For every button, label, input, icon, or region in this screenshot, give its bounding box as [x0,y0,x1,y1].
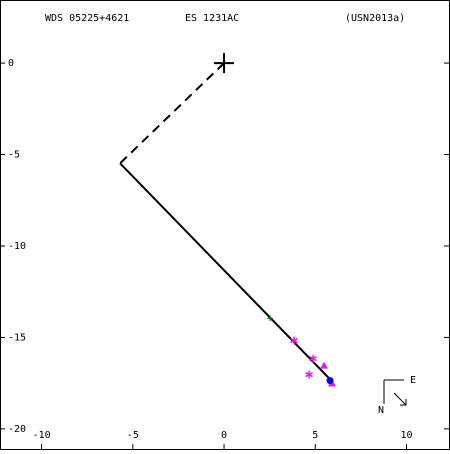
y-tick-label: -20 [8,424,26,435]
compass: E N [378,375,416,416]
x-tick-label: -10 [33,430,51,441]
x-tick-label: -5 [127,430,139,441]
point-dot [326,377,334,385]
point-asterisk [309,354,317,363]
x-tick-label: 5 [312,430,318,441]
dashed-segment [119,62,225,165]
compass-arrow-head [400,399,407,406]
y-tick-label: 0 [8,58,14,69]
point-big-plus [214,53,235,74]
shape [326,377,334,385]
point-asterisk [305,370,313,379]
point-plus [267,315,274,322]
orbit-line [119,162,333,383]
compass-e: E [410,375,416,386]
orbit-ref: (USN2013a) [345,13,405,24]
x-tick-label: 0 [221,430,227,441]
pair-id: ES 1231AC [185,13,239,24]
point-triangle [320,361,329,369]
y-tick-label: -10 [8,241,26,252]
compass-arrow [393,392,407,406]
star-id: WDS 05225+4621 [45,13,129,24]
y-tick-label: -15 [8,332,26,343]
point-asterisk [290,336,298,345]
stroke [309,356,317,362]
stroke [290,337,298,344]
y-tick-label: -5 [8,150,20,161]
x-tick-label: 10 [400,430,412,441]
stroke [305,371,313,378]
shape [320,361,329,369]
compass-n: N [378,405,384,416]
